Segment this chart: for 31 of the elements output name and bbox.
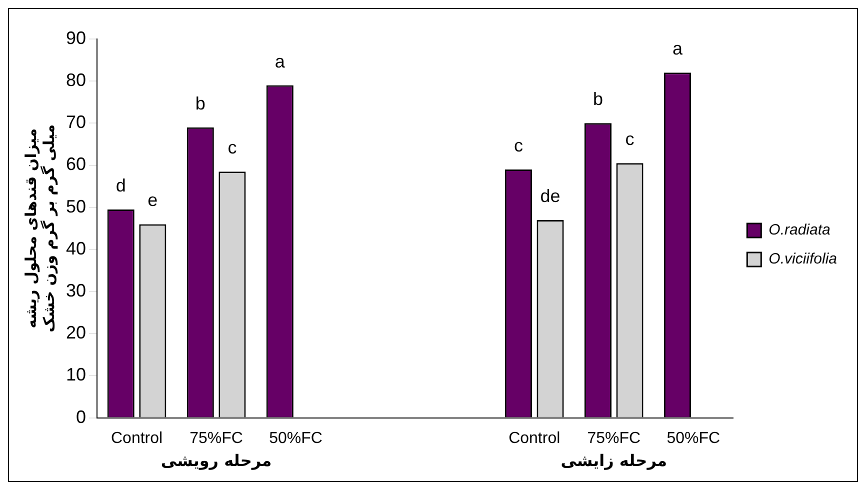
data-label: a <box>274 51 286 72</box>
data-label: de <box>540 186 560 206</box>
y-tick-label: 60 <box>66 154 86 174</box>
y-tick-label: 10 <box>66 364 86 385</box>
y-tick-label: 80 <box>66 70 86 90</box>
y-tick-label: 50 <box>66 196 86 216</box>
data-label: c <box>625 129 634 150</box>
x-tick-label: 75%FC <box>587 430 641 447</box>
text: مرحله رویشی <box>160 450 272 470</box>
legend-label: O.radiata <box>768 222 830 239</box>
data-label: e <box>148 190 158 210</box>
y-tick-label: 70 <box>66 112 86 132</box>
text: مرحله زایشی <box>560 450 668 470</box>
y-tick-label: 30 <box>66 280 86 300</box>
y-axis-title: میزان قندهای محلول ریشه میلی گرم بر گرم وزن خشک <box>22 124 58 332</box>
data-label: b <box>592 89 603 110</box>
y-tick-label: 0 <box>76 406 86 427</box>
x-tick-label: Control <box>508 430 560 447</box>
y-tick-label: 90 <box>66 28 86 48</box>
x-tick-label: Control <box>110 430 163 447</box>
x-tick-label: 50%FC <box>269 430 322 447</box>
data-label: d <box>116 175 126 196</box>
y-tick-label: 40 <box>66 238 86 258</box>
data-label: c <box>514 135 523 156</box>
legend-label: O.viciifolia <box>768 250 838 268</box>
data-label: b <box>195 93 206 114</box>
x-tick-label: 75%FC <box>190 430 243 447</box>
data-label: a <box>672 38 684 59</box>
y-tick-label: 20 <box>66 322 86 343</box>
x-tick-label: 50%FC <box>666 430 720 447</box>
data-label: c <box>228 138 237 158</box>
